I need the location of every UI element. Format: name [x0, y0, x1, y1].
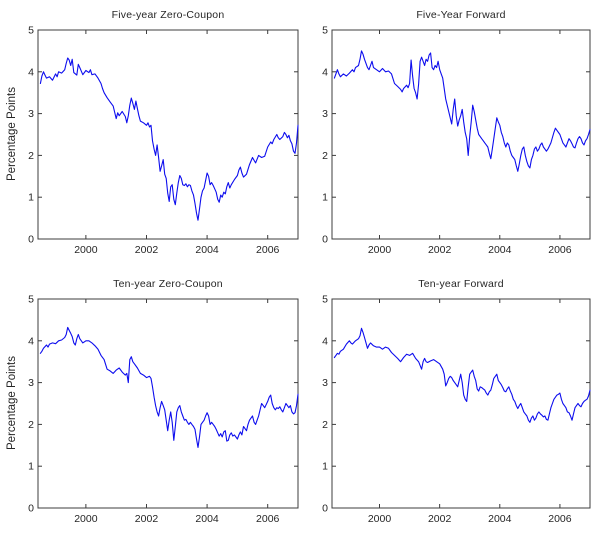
y-tick-label: 3: [28, 377, 34, 389]
x-tick-label: 2006: [548, 244, 572, 256]
y-tick-label: 2: [28, 419, 34, 431]
y-tick-label: 2: [322, 150, 328, 162]
y-tick-label: 5: [322, 25, 328, 37]
series-line: [333, 327, 591, 423]
x-tick-label: 2004: [488, 513, 512, 525]
y-tick-label: 0: [28, 503, 34, 515]
subplot-title-ten-year-forward: Ten-year Forward: [418, 278, 504, 290]
y-tick-label: 0: [322, 234, 328, 246]
axes-box: [331, 298, 591, 509]
x-tick-label: 2006: [256, 513, 280, 525]
y-tick-label: 3: [322, 377, 328, 389]
y-axis-label-bottom: Percentage Points: [6, 356, 18, 450]
y-tick-label: 3: [28, 108, 34, 120]
y-tick-label: 3: [322, 108, 328, 120]
x-tick-label: 2002: [428, 513, 452, 525]
x-tick-label: 2004: [195, 244, 219, 256]
y-tick-label: 4: [28, 335, 34, 347]
y-tick-label: 1: [28, 192, 34, 204]
subplot-title-five-year-forward: Five-Year Forward: [416, 9, 506, 21]
y-tick-label: 4: [28, 66, 34, 78]
x-tick-label: 2002: [428, 244, 452, 256]
y-tick-label: 5: [28, 25, 34, 37]
y-axis-label-top: Percentage Points: [6, 87, 18, 181]
y-tick-label: 0: [322, 503, 328, 515]
y-tick-label: 5: [28, 294, 34, 306]
x-tick-label: 2000: [74, 244, 98, 256]
y-tick-label: 2: [28, 150, 34, 162]
y-tick-label: 1: [322, 461, 328, 473]
series-line: [39, 326, 299, 448]
x-tick-label: 2000: [368, 244, 392, 256]
series-line: [39, 57, 299, 221]
y-tick-label: 4: [322, 335, 328, 347]
x-tick-label: 2000: [74, 513, 98, 525]
x-tick-label: 2000: [368, 513, 392, 525]
x-tick-label: 2006: [548, 513, 572, 525]
x-tick-label: 2002: [135, 513, 159, 525]
series-line: [333, 50, 591, 172]
x-tick-label: 2002: [135, 244, 159, 256]
y-tick-label: 0: [28, 234, 34, 246]
axes-box: [37, 29, 299, 240]
axes-box: [37, 298, 299, 509]
y-tick-label: 1: [322, 192, 328, 204]
x-tick-label: 2004: [488, 244, 512, 256]
y-tick-label: 5: [322, 294, 328, 306]
x-tick-label: 2006: [256, 244, 280, 256]
axes-box: [331, 29, 591, 240]
x-tick-label: 2004: [195, 513, 219, 525]
subplot-title-ten-year-zero-coupon: Ten-year Zero-Coupon: [113, 278, 223, 290]
y-tick-label: 2: [322, 419, 328, 431]
subplot-title-five-year-zero-coupon: Five-year Zero-Coupon: [111, 9, 225, 21]
y-tick-label: 1: [28, 461, 34, 473]
y-tick-label: 4: [322, 66, 328, 78]
